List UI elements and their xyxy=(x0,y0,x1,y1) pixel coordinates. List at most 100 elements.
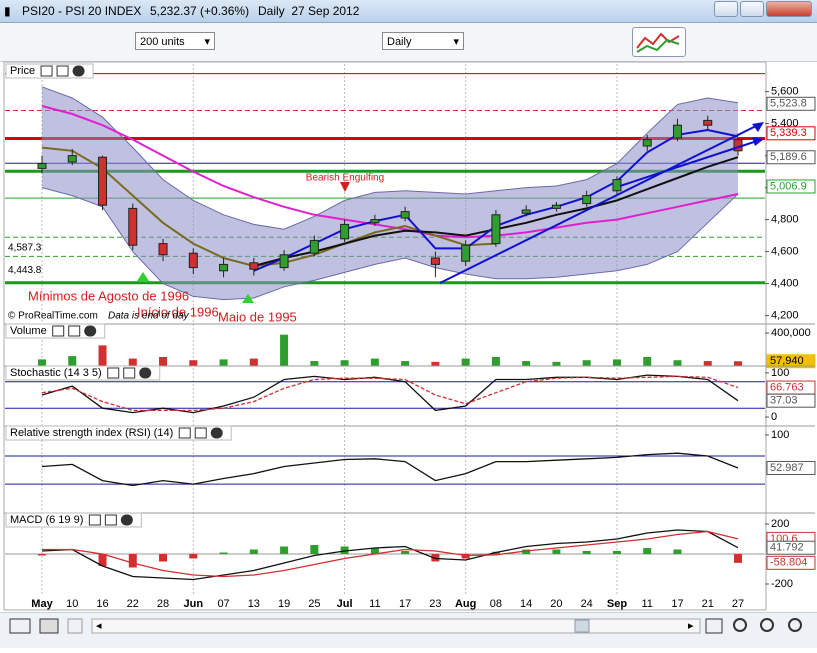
candle-body xyxy=(400,211,410,219)
credit: © ProRealTime.com xyxy=(8,311,98,322)
panel-title-button[interactable] xyxy=(56,65,69,77)
value-tag-label: 37.03 xyxy=(770,395,798,407)
volume-bar xyxy=(249,358,258,366)
histogram-bar xyxy=(370,548,379,554)
volume-bar xyxy=(522,361,531,366)
histogram-bar xyxy=(219,552,228,554)
histogram-bar xyxy=(38,554,46,556)
x-tick-label: Jul xyxy=(337,598,353,610)
panel-title-button[interactable] xyxy=(88,514,101,526)
x-tick-label: 17 xyxy=(399,598,411,610)
bollinger-band-line xyxy=(41,86,739,230)
histogram-bar xyxy=(431,554,440,562)
candle-body xyxy=(642,139,652,147)
x-tick-label: 13 xyxy=(248,598,260,610)
minimize-button[interactable] xyxy=(714,1,738,17)
candle-body xyxy=(188,252,198,269)
x-tick-label: 16 xyxy=(96,598,108,610)
value-tag-label: 5,006.9 xyxy=(770,180,807,192)
panel-title-button[interactable] xyxy=(84,325,97,337)
candle-body xyxy=(67,155,77,163)
histogram-bar xyxy=(249,549,258,554)
zoom-fit-icon[interactable] xyxy=(733,618,747,632)
scroll-left[interactable]: ◂ xyxy=(96,620,102,632)
left-price-label: 4,587.3 xyxy=(8,242,42,253)
volume-bar xyxy=(159,356,168,366)
x-tick-label: 14 xyxy=(520,598,532,610)
value-tag-label: 66.763 xyxy=(770,381,804,393)
panel-title: Stochastic (14 3 5) xyxy=(10,367,102,379)
value-tag-label: 5,523.8 xyxy=(770,98,807,110)
scroll-thumb[interactable] xyxy=(574,619,590,633)
zoom-in-icon[interactable] xyxy=(788,618,802,632)
volume-bar xyxy=(340,360,349,366)
panel-title-button[interactable] xyxy=(72,65,85,77)
macd-line xyxy=(42,530,739,578)
x-tick-label: 17 xyxy=(671,598,683,610)
volume-bar xyxy=(68,356,77,366)
panel-title-button[interactable] xyxy=(104,514,117,526)
value-tag-box xyxy=(766,393,816,408)
x-tick-label: Jun xyxy=(184,598,204,610)
trend-arrow xyxy=(752,122,764,132)
chart: May 10 16 22 28 Jun 07 13 19 25 Jul 11 17 23 Aug 08 14 20… xyxy=(3,61,816,611)
volume-bar xyxy=(38,359,46,366)
histogram-bar xyxy=(612,551,621,554)
scrollbar[interactable] xyxy=(91,618,701,634)
value-tag-label: -58.804 xyxy=(770,557,807,569)
panel-title-button[interactable] xyxy=(194,427,207,439)
value-tag-box xyxy=(766,555,816,570)
y-tick-label: 4,200 xyxy=(771,310,799,322)
close-button[interactable] xyxy=(766,1,812,17)
y-tick-label: 0 xyxy=(771,411,777,423)
timeframe-select[interactable]: Daily xyxy=(382,32,464,51)
x-tick-label: 10 xyxy=(66,598,78,610)
scroll-right[interactable]: ▸ xyxy=(688,620,694,632)
histogram-bar xyxy=(340,546,349,554)
panel-title-button[interactable] xyxy=(123,367,136,379)
panel-title: Price xyxy=(10,65,35,77)
histogram-bar xyxy=(98,554,107,566)
panel-title-button[interactable] xyxy=(40,65,53,77)
indicator-button[interactable] xyxy=(632,27,686,57)
candle-body xyxy=(219,263,229,272)
x-tick-label: 28 xyxy=(157,598,169,610)
volume-bar xyxy=(491,356,500,366)
value-tag-box xyxy=(766,354,816,369)
indicator-line xyxy=(41,452,739,487)
panel-title-button[interactable] xyxy=(107,367,120,379)
y-tick-label: 100 xyxy=(771,429,789,441)
value-tag-box xyxy=(766,96,816,111)
x-tick-label: 25 xyxy=(308,598,320,610)
units-select[interactable]: 200 units xyxy=(135,32,215,51)
candle-body xyxy=(551,204,561,209)
panel-title-button[interactable] xyxy=(139,367,152,379)
panel-title-box xyxy=(5,425,232,441)
panel-title-button[interactable] xyxy=(120,514,133,526)
x-tick-label: 19 xyxy=(278,598,290,610)
volume-bar xyxy=(128,358,137,366)
y-tick-label: 5,600 xyxy=(771,86,799,98)
x-tick-label: Sep xyxy=(607,598,627,610)
print-icon[interactable] xyxy=(39,618,59,634)
panel-title-button[interactable] xyxy=(178,427,191,439)
envelope-icon[interactable] xyxy=(9,618,31,634)
panel-title-button[interactable] xyxy=(210,427,223,439)
panel-title-button[interactable] xyxy=(52,325,65,337)
settings-icon[interactable] xyxy=(705,618,723,634)
candle-body xyxy=(521,209,531,214)
panel-title-button[interactable] xyxy=(68,325,81,337)
macd-line xyxy=(41,529,739,581)
bollinger-band-area xyxy=(42,86,738,300)
tool-icon[interactable] xyxy=(67,618,83,634)
x-tick-label: 22 xyxy=(127,598,139,610)
zoom-out-icon[interactable] xyxy=(760,618,774,632)
volume-bar xyxy=(401,361,410,366)
y-tick-label: 400,000 xyxy=(771,327,811,339)
x-tick-label: 24 xyxy=(581,598,593,610)
value-tag-box xyxy=(766,179,816,194)
volume-bar xyxy=(582,360,591,366)
maximize-button[interactable] xyxy=(740,1,764,17)
candle-body xyxy=(279,254,289,269)
